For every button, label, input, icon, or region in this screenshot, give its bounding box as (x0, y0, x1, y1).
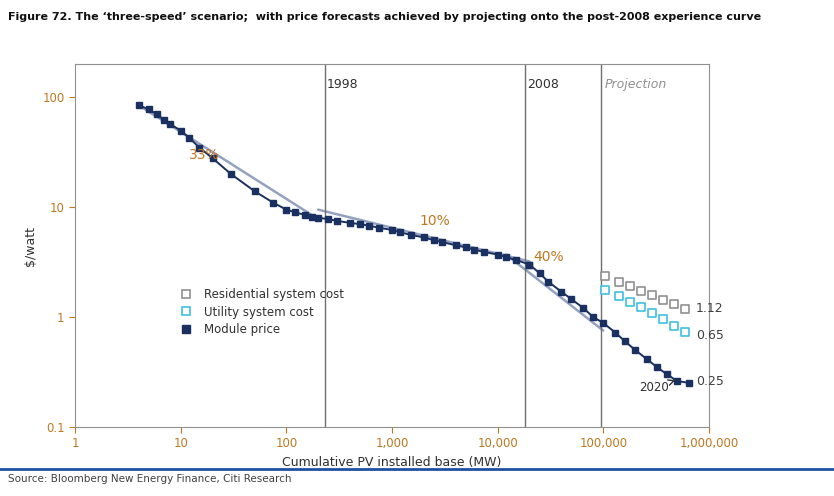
Text: 33%: 33% (189, 148, 219, 162)
Point (624, 282, 637, 290)
Point (679, 328, 692, 336)
Text: 2020: 2020 (640, 380, 675, 394)
Text: 40%: 40% (534, 250, 565, 264)
Point (599, 272, 612, 280)
Point (635, 304, 648, 311)
Text: 2008: 2008 (527, 78, 559, 91)
Point (656, 315, 670, 323)
Point (612, 292, 626, 300)
Point (679, 305, 692, 313)
Point (624, 298, 637, 306)
Text: Projection: Projection (605, 78, 666, 91)
Point (635, 287, 648, 295)
Text: 0.65: 0.65 (696, 329, 724, 342)
Point (667, 322, 681, 330)
Text: Source: Bloomberg New Energy Finance, Citi Research: Source: Bloomberg New Energy Finance, Ci… (8, 474, 292, 484)
Point (656, 296, 670, 304)
Text: 0.25: 0.25 (696, 375, 724, 388)
Text: 1998: 1998 (327, 78, 359, 91)
Legend: Residential system cost, Utility system cost, Module price: Residential system cost, Utility system … (169, 283, 349, 341)
X-axis label: Cumulative PV installed base (MW): Cumulative PV installed base (MW) (282, 455, 502, 469)
Point (646, 292, 659, 300)
Text: 10%: 10% (419, 214, 450, 228)
Point (612, 278, 626, 286)
Point (599, 286, 612, 294)
Text: 1.12: 1.12 (696, 303, 723, 315)
Point (667, 301, 681, 309)
Text: Figure 72. The ‘three-speed’ scenario;  with price forecasts achieved by project: Figure 72. The ‘three-speed’ scenario; w… (8, 12, 761, 22)
Y-axis label: $/watt: $/watt (24, 226, 37, 265)
Point (646, 309, 659, 317)
